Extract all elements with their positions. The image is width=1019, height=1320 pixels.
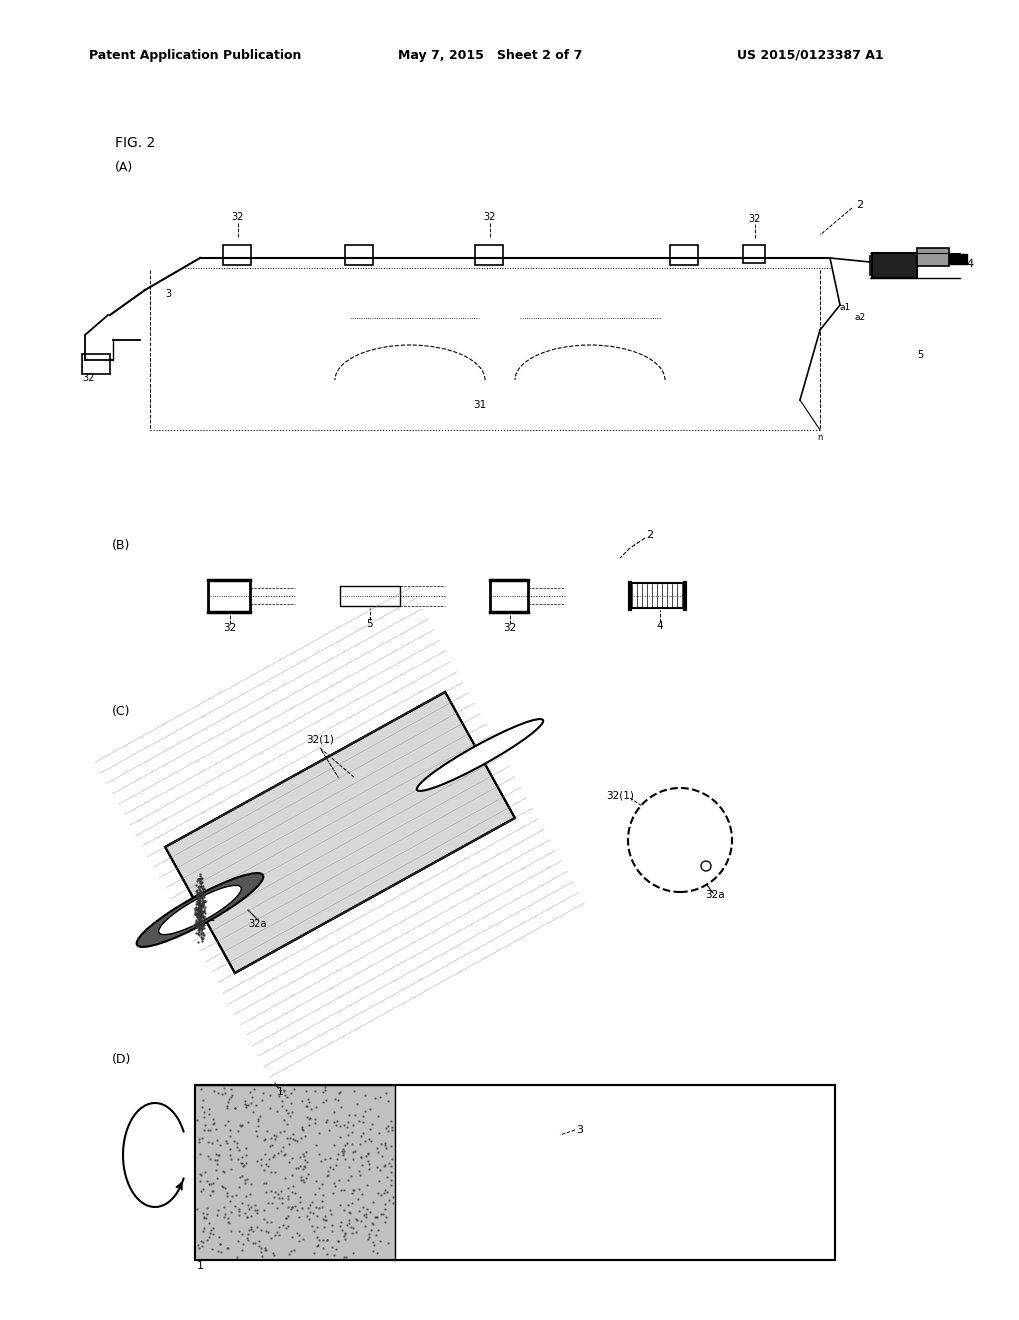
Text: Patent Application Publication: Patent Application Publication: [89, 49, 301, 62]
Text: 4: 4: [965, 259, 972, 269]
Text: 3: 3: [165, 289, 171, 300]
Bar: [871, 253, 916, 279]
Bar: [82, 354, 110, 374]
Text: 32: 32: [503, 623, 516, 634]
Bar: [630, 583, 685, 609]
Text: 32a: 32a: [249, 919, 267, 929]
Text: 32(1): 32(1): [306, 735, 333, 744]
Bar: [475, 246, 502, 265]
Ellipse shape: [417, 719, 543, 791]
Text: (B): (B): [112, 539, 130, 552]
Bar: [195, 1085, 394, 1261]
Bar: [344, 246, 373, 265]
Bar: [195, 1085, 835, 1261]
Text: 32a: 32a: [704, 890, 725, 900]
Bar: [948, 253, 966, 264]
Text: 31: 31: [473, 400, 486, 411]
Text: 4: 4: [656, 620, 662, 631]
Text: a2: a2: [854, 314, 865, 322]
Text: 32: 32: [748, 214, 760, 224]
Bar: [195, 1085, 835, 1261]
Text: 32: 32: [223, 623, 236, 634]
Text: May 7, 2015   Sheet 2 of 7: May 7, 2015 Sheet 2 of 7: [397, 49, 582, 62]
Bar: [669, 246, 697, 265]
Bar: [742, 246, 764, 263]
Text: 11: 11: [204, 913, 216, 923]
Text: 2: 2: [646, 531, 653, 540]
Text: a1: a1: [839, 304, 850, 313]
Text: 12: 12: [189, 895, 201, 906]
Text: 1: 1: [276, 1086, 283, 1097]
Bar: [916, 248, 948, 267]
Text: US 2015/0123387 A1: US 2015/0123387 A1: [736, 49, 882, 62]
Circle shape: [628, 788, 732, 892]
Bar: [339, 586, 399, 606]
Text: FIG. 2: FIG. 2: [115, 136, 155, 150]
Circle shape: [700, 861, 710, 871]
Ellipse shape: [137, 873, 263, 946]
Ellipse shape: [159, 886, 242, 935]
Bar: [223, 246, 251, 265]
Polygon shape: [165, 692, 515, 973]
Text: n: n: [816, 433, 822, 442]
Bar: [208, 579, 250, 612]
Text: 32: 32: [483, 213, 495, 222]
Text: (A): (A): [115, 161, 133, 174]
Text: (D): (D): [112, 1053, 131, 1067]
Text: 32: 32: [82, 374, 95, 383]
Text: 2: 2: [856, 201, 863, 210]
Text: (C): (C): [112, 705, 130, 718]
Text: 1: 1: [197, 1261, 204, 1271]
Text: 3: 3: [576, 1125, 583, 1135]
Bar: [489, 579, 528, 612]
Text: 5: 5: [366, 619, 373, 630]
Text: 32(1): 32(1): [605, 789, 634, 800]
Text: 32: 32: [231, 213, 244, 222]
Text: 5: 5: [916, 350, 922, 360]
